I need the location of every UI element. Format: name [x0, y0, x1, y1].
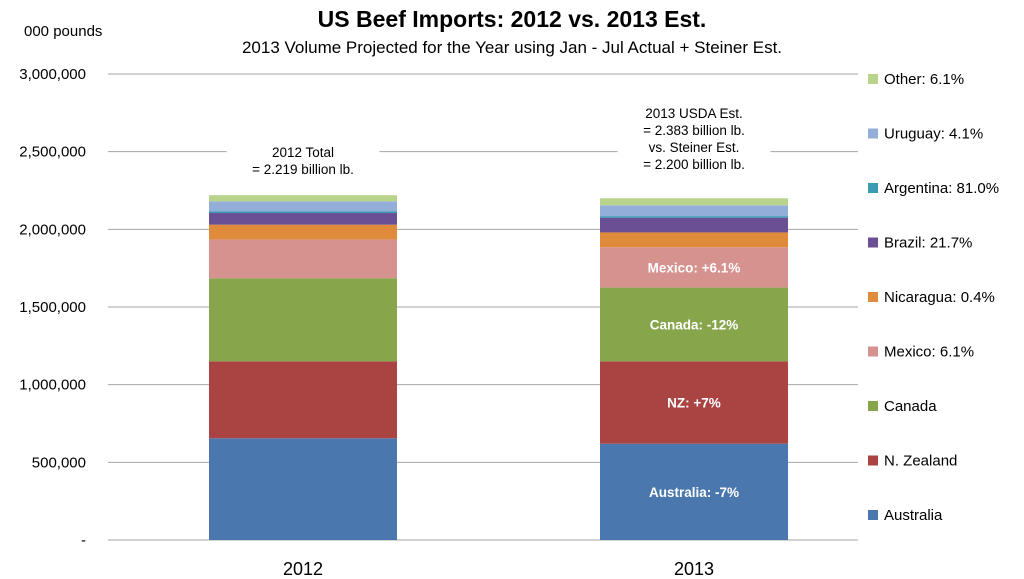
legend-swatch — [868, 128, 878, 139]
bar-segment — [209, 239, 397, 279]
bar-segment — [209, 438, 397, 540]
segment-data-label: Canada: -12% — [650, 317, 739, 332]
bar-segment — [600, 443, 788, 540]
bar-segment — [600, 247, 788, 288]
bar-segment — [600, 232, 788, 248]
chart-subtitle: 2013 Volume Projected for the Year using… — [242, 38, 782, 57]
legend-swatch — [868, 183, 878, 193]
bar-segment — [600, 287, 788, 362]
legend-swatch — [868, 74, 878, 84]
legend-swatch — [868, 401, 878, 411]
y-axis-unit-label: 000 pounds — [24, 23, 102, 40]
legend-label: Nicaragua: 0.4% — [884, 289, 995, 306]
annotations: 2012 Total = 2.219 billion lb. 2013 USDA E… — [226, 103, 771, 182]
bar-segment — [209, 278, 397, 362]
annotation-text: 2013 USDA Est. — [645, 106, 743, 121]
bar-segment — [600, 361, 788, 444]
legend-swatch — [868, 237, 878, 248]
legend-swatch — [868, 292, 878, 302]
x-tick-label: 2012 — [283, 559, 323, 579]
bar-segment — [600, 216, 788, 218]
y-tick-label: 3,000,000 — [19, 66, 86, 83]
legend-swatch — [868, 510, 878, 520]
annotation-text: = 2.200 billion lb. — [643, 157, 745, 172]
legend-label: Australia — [884, 507, 943, 524]
legend-swatch — [868, 346, 878, 357]
legend-label: Mexico: 6.1% — [884, 344, 974, 361]
legend-label: Other: 6.1% — [884, 71, 964, 88]
legend-label: N. Zealand — [884, 453, 957, 470]
bar-segment — [209, 201, 397, 212]
y-tick-label: 2,500,000 — [19, 144, 86, 161]
annotation-text: = 2.219 billion lb. — [252, 162, 354, 177]
segment-data-label: NZ: +7% — [667, 396, 721, 411]
chart-title: US Beef Imports: 2012 vs. 2013 Est. — [318, 6, 707, 32]
annotation-text: 2012 Total — [272, 145, 334, 160]
bar-segment — [600, 198, 788, 206]
y-axis-ticks: - 500,000 1,000,000 1,500,000 2,000,000 2,500… — [19, 66, 86, 549]
bar-segment — [209, 224, 397, 240]
x-tick-label: 2013 — [674, 559, 714, 579]
legend: Other: 6.1% Uruguay: 4.1% Argentina: 81.0%… — [868, 71, 999, 524]
bar-segment — [209, 213, 397, 225]
y-tick-label: 2,000,000 — [19, 221, 86, 238]
legend-label: Uruguay: 4.1% — [884, 126, 983, 143]
annotation-box — [226, 142, 380, 182]
legend-label: Brazil: 21.7% — [884, 235, 972, 252]
y-tick-label: - — [81, 532, 86, 549]
bars: Australia: -7% NZ: +7% Canada: -12% Mexico:… — [209, 195, 788, 540]
y-tick-label: 1,500,000 — [19, 299, 86, 316]
bar-segment — [209, 211, 397, 214]
segment-data-label: Australia: -7% — [649, 485, 739, 500]
legend-label: Canada — [884, 398, 937, 415]
annotation-box — [617, 103, 771, 177]
x-axis-ticks: 2012 2013 — [283, 559, 714, 579]
legend-swatch — [868, 455, 878, 466]
annotation-text: = 2.383 billion lb. — [643, 123, 745, 138]
bar-segment — [209, 195, 397, 202]
y-tick-label: 500,000 — [32, 454, 86, 471]
y-tick-label: 1,000,000 — [19, 377, 86, 394]
bar-segment — [209, 361, 397, 439]
segment-data-label: Mexico: +6.1% — [648, 260, 741, 275]
annotation-text: vs. Steiner Est. — [649, 140, 740, 155]
bar-segment — [600, 217, 788, 233]
legend-label: Argentina: 81.0% — [884, 180, 999, 197]
bar-segment — [600, 205, 788, 217]
